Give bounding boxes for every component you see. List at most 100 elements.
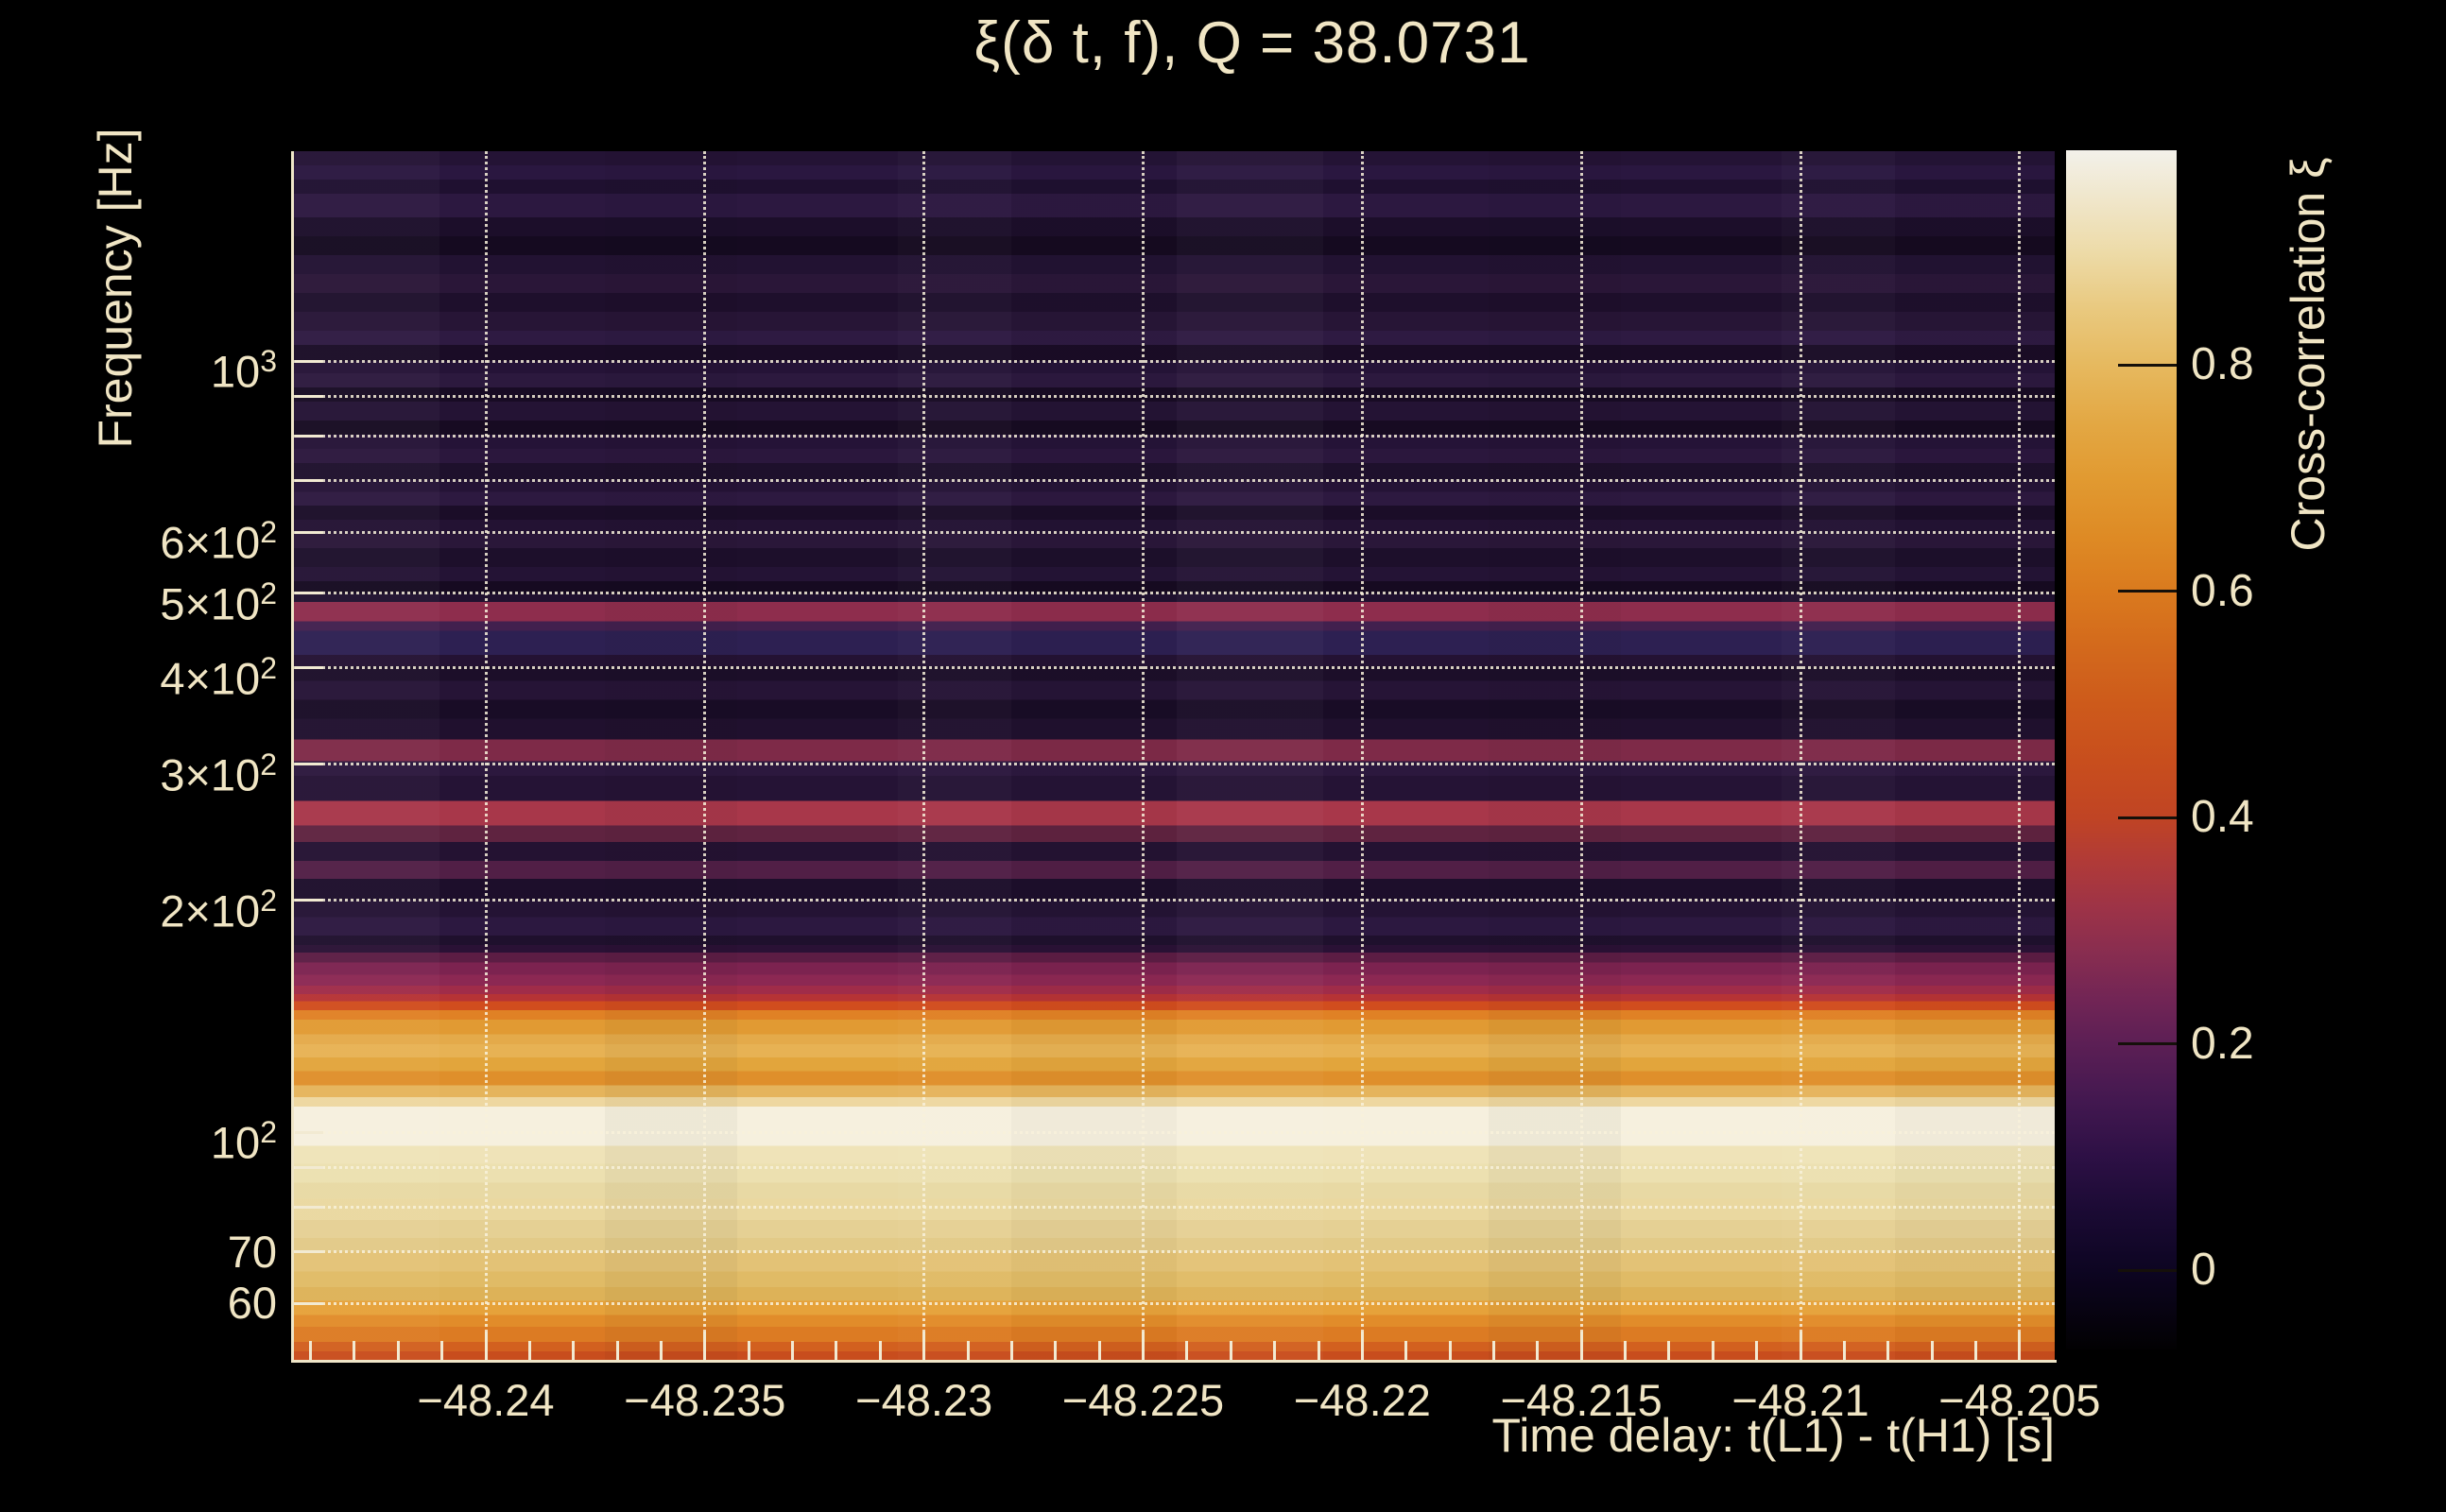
y-tick-mark	[295, 394, 323, 398]
x-gridline	[484, 151, 488, 1360]
x-minor-tick	[440, 1341, 444, 1360]
x-minor-tick	[1667, 1341, 1671, 1360]
x-major-tick	[703, 1332, 707, 1360]
x-minor-tick	[1930, 1341, 1934, 1360]
x-axis-label: Time delay: t(L1) - t(H1) [s]	[1491, 1409, 2055, 1462]
y-tick-label: 3×102	[160, 747, 277, 800]
colorbar-gradient	[2066, 150, 2177, 1349]
x-minor-tick	[615, 1341, 619, 1360]
colorbar-tick-label: 0.6	[2191, 565, 2254, 616]
x-minor-tick	[396, 1341, 400, 1360]
y-tick-mark	[295, 359, 323, 363]
x-gridline	[922, 151, 926, 1360]
x-minor-tick	[1448, 1341, 1452, 1360]
x-minor-tick	[527, 1341, 531, 1360]
x-minor-tick	[353, 1341, 356, 1360]
x-minor-tick	[1317, 1341, 1320, 1360]
y-tick-mark	[295, 478, 323, 482]
y-tick-mark	[295, 763, 323, 766]
y-gridline	[293, 763, 2055, 766]
x-gridline	[1579, 151, 1583, 1360]
x-tick-label: −48.215	[1500, 1375, 1662, 1425]
x-minor-tick	[878, 1341, 882, 1360]
heatmap-plot	[293, 151, 2055, 1360]
y-gridline	[293, 359, 2055, 363]
x-tick-label: −48.205	[1938, 1375, 2101, 1425]
x-minor-tick	[1185, 1341, 1189, 1360]
x-tick-label: −48.235	[624, 1375, 786, 1425]
y-tick-mark	[295, 899, 323, 902]
colorbar-tick-mark	[2118, 816, 2177, 819]
y-tick-label: 103	[210, 344, 277, 397]
x-minor-tick	[1886, 1341, 1890, 1360]
y-gridline	[293, 1166, 2055, 1170]
y-gridline	[293, 1301, 2055, 1305]
colorbar-tick-label: 0.2	[2191, 1018, 2254, 1069]
y-tick-label: 102	[210, 1115, 277, 1168]
y-tick-label: 6×102	[160, 515, 277, 568]
x-major-tick	[1579, 1332, 1583, 1360]
x-gridline	[1142, 151, 1145, 1360]
colorbar-tick-mark	[2118, 363, 2177, 367]
bottom-axis-spine	[291, 1360, 2057, 1363]
x-gridline	[703, 151, 707, 1360]
x-minor-tick	[1491, 1341, 1495, 1360]
colorbar-tick-mark	[2118, 1268, 2177, 1272]
y-gridline	[293, 434, 2055, 438]
x-gridline	[1799, 151, 1802, 1360]
x-minor-tick	[1711, 1341, 1714, 1360]
y-tick-mark	[295, 434, 323, 438]
x-minor-tick	[1054, 1341, 1058, 1360]
x-minor-tick	[966, 1341, 970, 1360]
left-axis-spine	[291, 151, 294, 1362]
y-gridline	[293, 899, 2055, 902]
y-tick-mark	[295, 1166, 323, 1170]
y-tick-label: 4×102	[160, 650, 277, 704]
x-tick-label: −48.21	[1731, 1375, 1869, 1425]
y-tick-mark	[295, 1250, 323, 1254]
y-gridline	[293, 530, 2055, 534]
x-minor-tick	[1624, 1341, 1628, 1360]
x-minor-tick	[1842, 1341, 1846, 1360]
y-gridline	[293, 592, 2055, 595]
x-minor-tick	[309, 1341, 313, 1360]
y-gridline	[293, 666, 2055, 670]
y-tick-label: 2×102	[160, 883, 277, 936]
y-gridline	[293, 1250, 2055, 1254]
x-gridline	[2018, 151, 2022, 1360]
x-major-tick	[1360, 1332, 1364, 1360]
x-minor-tick	[1273, 1341, 1277, 1360]
x-tick-label: −48.24	[417, 1375, 555, 1425]
x-minor-tick	[1097, 1341, 1101, 1360]
x-major-tick	[1799, 1332, 1802, 1360]
x-minor-tick	[1974, 1341, 1978, 1360]
x-major-tick	[922, 1332, 926, 1360]
y-tick-mark	[295, 1301, 323, 1305]
y-gridline	[293, 1205, 2055, 1209]
x-major-tick	[1142, 1332, 1145, 1360]
x-minor-tick	[1229, 1341, 1232, 1360]
colorbar-tick-label: 0.4	[2191, 792, 2254, 843]
y-tick-mark	[295, 666, 323, 670]
y-gridline	[293, 394, 2055, 398]
x-tick-label: −48.23	[855, 1375, 993, 1425]
x-minor-tick	[835, 1341, 838, 1360]
x-major-tick	[484, 1332, 488, 1360]
colorbar-tick-label: 0	[2191, 1245, 2216, 1296]
y-tick-mark	[295, 1205, 323, 1209]
x-minor-tick	[1536, 1341, 1540, 1360]
x-gridline	[1360, 151, 1364, 1360]
colorbar-tick-mark	[2118, 1042, 2177, 1046]
colorbar-tick-label: 0.8	[2191, 339, 2254, 390]
y-tick-mark	[295, 1130, 323, 1134]
x-minor-tick	[1404, 1341, 1408, 1360]
x-major-tick	[2018, 1332, 2022, 1360]
y-gridline	[293, 1130, 2055, 1134]
y-tick-mark	[295, 530, 323, 534]
x-minor-tick	[1755, 1341, 1759, 1360]
x-minor-tick	[659, 1341, 663, 1360]
y-axis-label: Frequency [Hz]	[89, 128, 142, 449]
y-tick-mark	[295, 592, 323, 595]
y-tick-label: 5×102	[160, 576, 277, 629]
